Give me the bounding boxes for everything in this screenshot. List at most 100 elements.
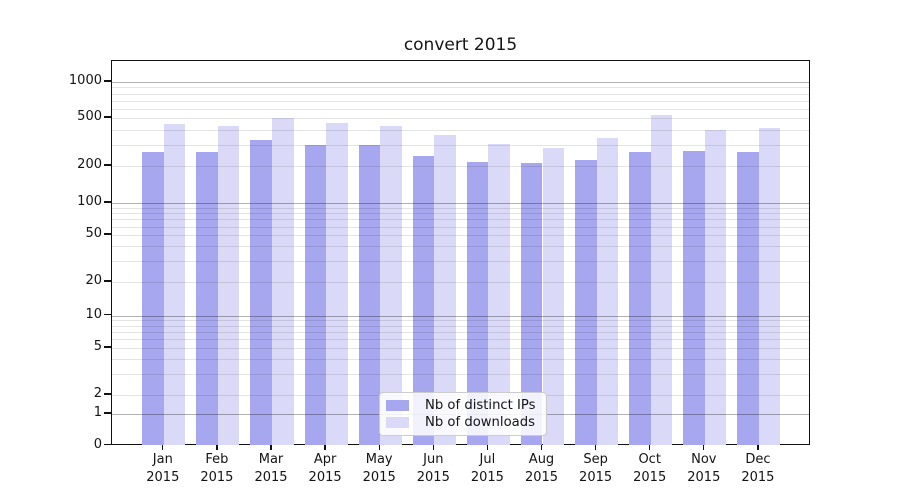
y-tick-label: 5 [93,339,102,354]
x-tick-month: Dec [745,451,771,467]
x-tick-month: Feb [205,451,229,467]
minor-gridline [112,374,809,376]
major-gridline [112,203,809,204]
bar-downloads [758,127,781,446]
minor-gridline [112,235,809,236]
x-tick-year: 2015 [579,469,613,485]
x-tick-year: 2015 [470,469,504,485]
x-tick-year: 2015 [146,469,180,485]
legend-swatch [386,400,409,411]
x-tick-label: Dec 2015 [730,451,786,487]
bar-downloads [704,130,727,446]
bar-distinct-ips [683,150,705,446]
y-tick-mark [104,164,111,166]
x-tick-label: Sep 2015 [568,451,624,487]
bar-downloads [650,115,673,446]
y-tick-mark [104,313,111,316]
x-tick-month: Mar [258,451,284,467]
x-tick-label: Feb 2015 [189,451,245,487]
y-tick-mark [104,201,111,203]
minor-gridline [112,207,809,209]
minor-gridline [112,108,809,110]
bar-distinct-ips [304,145,327,446]
plot-area [111,60,810,446]
x-tick-year: 2015 [200,469,234,485]
y-tick-mark [104,346,111,348]
y-tick-label: 100 [77,194,102,209]
chart-title: convert 2015 [403,35,518,55]
minor-gridline [112,339,809,341]
bar-distinct-ips [142,152,164,446]
x-tick-month: Jun [423,451,444,467]
y-tick-mark [104,233,111,235]
x-tick-month: Jan [152,451,173,467]
y-tick-label: 1000 [68,73,102,88]
x-tick-year: 2015 [308,469,342,485]
x-tick-mark [649,444,651,450]
x-tick-mark [216,444,218,450]
x-tick-month: May [365,451,393,467]
x-tick-mark [594,444,597,450]
legend: Nb of distinct IPs Nb of downloads [379,392,547,436]
bar-downloads [542,147,565,446]
x-tick-year: 2015 [524,469,559,485]
minor-gridline [112,100,809,102]
y-tick-mark [104,393,111,395]
bar-distinct-ips [737,151,759,446]
x-tick-mark [378,444,380,450]
major-gridline [112,315,809,317]
y-tick-label: 0 [93,436,102,452]
major-gridline [112,82,809,83]
minor-gridline [112,129,809,131]
bar-downloads [488,144,510,446]
minor-gridline [112,246,809,248]
x-tick-month: Sep [583,451,608,467]
y-tick-mark [104,80,111,82]
legend-label: Nb of distinct IPs [425,398,536,413]
x-tick-mark [486,444,489,450]
minor-gridline [112,144,809,146]
x-tick-year: 2015 [741,469,775,485]
minor-gridline [112,166,809,167]
bar-downloads [434,134,456,446]
x-tick-label: Jan 2015 [135,451,191,487]
bar-downloads [380,126,402,446]
x-tick-label: Apr 2015 [297,451,353,487]
x-tick-month: Oct [638,451,661,467]
bar-distinct-ips [358,145,381,446]
y-tick-mark [104,443,111,446]
legend-label: Nb of downloads [425,415,535,430]
y-tick-label: 50 [85,226,102,241]
x-tick-year: 2015 [633,469,667,485]
minor-gridline [112,219,809,221]
minor-gridline [112,320,809,322]
y-tick-mark [104,280,111,282]
y-tick-label: 2 [93,386,102,401]
bar-distinct-ips [196,152,218,446]
y-tick-label: 20 [85,273,102,288]
minor-gridline [112,213,809,215]
bar-downloads [217,126,240,446]
x-tick-label: Oct 2015 [622,451,678,487]
x-tick-mark [270,444,272,450]
bar-downloads [272,117,294,446]
minor-gridline [112,282,809,283]
bar-distinct-ips [250,139,272,446]
y-tick-label: 500 [77,109,102,124]
y-tick-label: 1 [93,405,102,420]
minor-gridline [112,93,809,95]
minor-gridline [112,226,809,228]
x-tick-label: May 2015 [351,451,407,487]
bar-distinct-ips [520,162,543,446]
bar-distinct-ips [629,151,651,446]
x-tick-label: Nov 2015 [676,451,732,487]
minor-gridline [112,87,809,89]
x-tick-mark [540,444,543,450]
bar-downloads [163,123,186,446]
x-tick-mark [432,444,434,450]
x-tick-mark [757,444,759,450]
bar-distinct-ips [575,160,597,446]
legend-item: Nb of distinct IPs [386,397,538,414]
x-tick-label: Mar 2015 [243,451,299,487]
